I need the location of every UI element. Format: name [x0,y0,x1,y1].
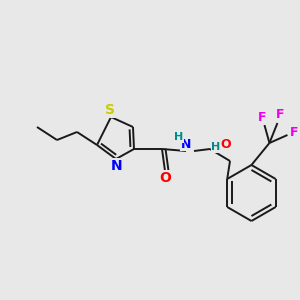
Text: N: N [181,137,191,151]
Text: H: H [174,132,184,142]
Text: F: F [276,109,285,122]
Text: F: F [258,112,267,124]
Text: N: N [111,159,123,173]
Text: F: F [290,127,299,140]
Text: S: S [105,103,115,117]
Text: O: O [221,139,231,152]
Text: H: H [212,142,220,152]
Text: O: O [159,171,171,185]
